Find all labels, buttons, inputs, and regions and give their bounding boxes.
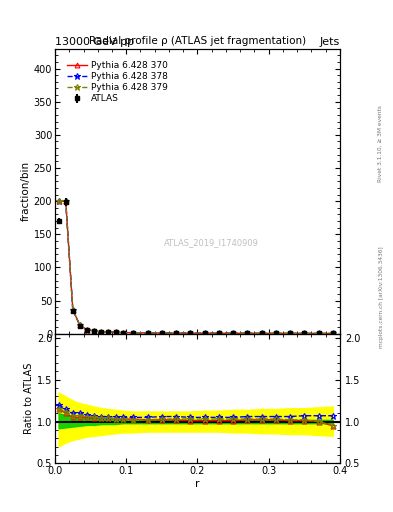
Pythia 6.428 379	[85, 327, 90, 333]
Pythia 6.428 379	[77, 323, 82, 329]
Pythia 6.428 378	[92, 328, 97, 334]
Pythia 6.428 379	[217, 330, 221, 336]
Pythia 6.428 370	[188, 330, 193, 336]
Pythia 6.428 378	[106, 329, 111, 335]
Pythia 6.428 378	[274, 330, 278, 336]
Pythia 6.428 379	[245, 330, 250, 336]
Line: Pythia 6.428 370: Pythia 6.428 370	[56, 199, 335, 336]
Title: Radial profile ρ (ATLAS jet fragmentation): Radial profile ρ (ATLAS jet fragmentatio…	[89, 36, 306, 47]
Pythia 6.428 378	[99, 329, 104, 335]
Pythia 6.428 378	[231, 330, 235, 336]
Line: Pythia 6.428 379: Pythia 6.428 379	[55, 198, 336, 336]
Pythia 6.428 370	[160, 330, 164, 336]
Pythia 6.428 378	[131, 330, 136, 336]
Pythia 6.428 379	[131, 330, 136, 336]
Y-axis label: fraction/bin: fraction/bin	[21, 161, 31, 221]
Pythia 6.428 370	[288, 330, 292, 336]
Pythia 6.428 370	[302, 330, 307, 336]
Pythia 6.428 379	[145, 330, 150, 336]
Pythia 6.428 379	[92, 328, 97, 334]
Pythia 6.428 370	[274, 330, 278, 336]
Pythia 6.428 379	[259, 330, 264, 336]
Pythia 6.428 370	[131, 330, 136, 336]
Pythia 6.428 378	[331, 330, 335, 336]
Pythia 6.428 370	[174, 330, 178, 336]
Y-axis label: Ratio to ATLAS: Ratio to ATLAS	[24, 363, 34, 434]
Legend: Pythia 6.428 370, Pythia 6.428 378, Pythia 6.428 379, ATLAS: Pythia 6.428 370, Pythia 6.428 378, Pyth…	[65, 59, 169, 105]
Text: Jets: Jets	[320, 37, 340, 47]
Pythia 6.428 378	[85, 327, 90, 333]
Pythia 6.428 370	[113, 329, 118, 335]
Pythia 6.428 370	[316, 330, 321, 336]
Pythia 6.428 378	[56, 198, 61, 204]
Pythia 6.428 370	[202, 330, 207, 336]
Pythia 6.428 370	[331, 330, 335, 336]
Text: ATLAS_2019_I1740909: ATLAS_2019_I1740909	[164, 238, 259, 247]
Pythia 6.428 378	[316, 330, 321, 336]
Pythia 6.428 379	[174, 330, 178, 336]
Pythia 6.428 378	[217, 330, 221, 336]
Pythia 6.428 370	[259, 330, 264, 336]
Pythia 6.428 379	[70, 307, 75, 313]
Pythia 6.428 378	[245, 330, 250, 336]
Pythia 6.428 370	[231, 330, 235, 336]
Pythia 6.428 370	[99, 329, 104, 335]
Pythia 6.428 378	[188, 330, 193, 336]
Pythia 6.428 379	[331, 330, 335, 336]
Pythia 6.428 378	[202, 330, 207, 336]
Text: Rivet 3.1.10, ≥ 3M events: Rivet 3.1.10, ≥ 3M events	[378, 105, 383, 182]
Pythia 6.428 379	[202, 330, 207, 336]
Pythia 6.428 378	[288, 330, 292, 336]
Pythia 6.428 379	[188, 330, 193, 336]
Pythia 6.428 378	[77, 323, 82, 329]
Pythia 6.428 379	[99, 329, 104, 335]
Pythia 6.428 378	[70, 307, 75, 313]
Pythia 6.428 379	[63, 198, 68, 204]
Pythia 6.428 370	[92, 328, 97, 334]
Pythia 6.428 370	[70, 307, 75, 313]
Pythia 6.428 379	[120, 329, 125, 335]
Pythia 6.428 378	[113, 329, 118, 335]
Text: 13000 GeV pp: 13000 GeV pp	[55, 37, 134, 47]
Text: mcplots.cern.ch [arXiv:1306.3436]: mcplots.cern.ch [arXiv:1306.3436]	[380, 246, 384, 348]
Pythia 6.428 370	[106, 329, 111, 335]
Pythia 6.428 379	[274, 330, 278, 336]
Pythia 6.428 378	[145, 330, 150, 336]
Pythia 6.428 378	[63, 198, 68, 204]
Pythia 6.428 379	[160, 330, 164, 336]
Pythia 6.428 370	[63, 198, 68, 204]
Pythia 6.428 370	[77, 323, 82, 329]
Pythia 6.428 379	[56, 198, 61, 204]
Pythia 6.428 379	[316, 330, 321, 336]
Pythia 6.428 379	[288, 330, 292, 336]
Pythia 6.428 370	[217, 330, 221, 336]
Pythia 6.428 379	[113, 329, 118, 335]
Pythia 6.428 370	[85, 327, 90, 333]
Pythia 6.428 370	[56, 198, 61, 204]
Pythia 6.428 378	[160, 330, 164, 336]
Pythia 6.428 379	[302, 330, 307, 336]
Pythia 6.428 370	[145, 330, 150, 336]
Pythia 6.428 370	[245, 330, 250, 336]
Pythia 6.428 379	[231, 330, 235, 336]
Pythia 6.428 370	[120, 329, 125, 335]
Pythia 6.428 378	[259, 330, 264, 336]
Pythia 6.428 379	[106, 329, 111, 335]
Pythia 6.428 378	[174, 330, 178, 336]
Pythia 6.428 378	[302, 330, 307, 336]
Pythia 6.428 378	[120, 329, 125, 335]
Line: Pythia 6.428 378: Pythia 6.428 378	[55, 198, 336, 336]
X-axis label: r: r	[195, 479, 200, 489]
